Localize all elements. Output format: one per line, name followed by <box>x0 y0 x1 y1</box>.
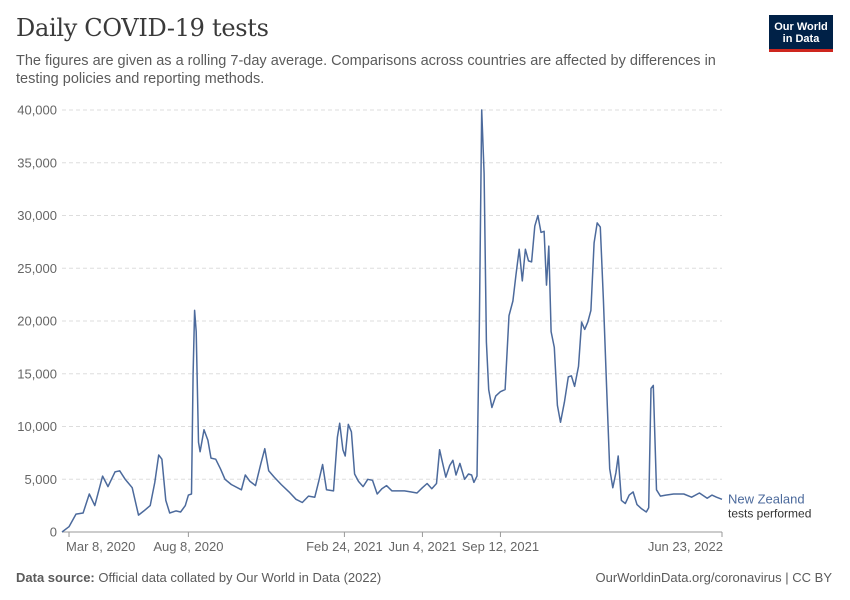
x-tick-label: Feb 24, 2021 <box>306 539 383 554</box>
y-tick-label: 25,000 <box>17 261 57 276</box>
y-tick-label: 5,000 <box>24 472 57 487</box>
series-label-metric: tests performed <box>728 506 811 520</box>
x-axis: Mar 8, 2020 Aug 8, 2020 Feb 24, 2021 Jun 4,… <box>62 531 723 554</box>
y-tick-label: 10,000 <box>17 419 57 434</box>
data-source-text: Official data collated by Our World in D… <box>98 570 382 585</box>
footer-url[interactable]: OurWorldinData.org/coronavirus | CC BY <box>595 570 832 585</box>
y-tick-label: 30,000 <box>17 208 57 223</box>
x-tick-label: Aug 8, 2020 <box>153 539 223 554</box>
y-tick-label: 35,000 <box>17 155 57 170</box>
x-tick-label: Sep 12, 2021 <box>462 539 539 554</box>
x-tick-label: Jun 4, 2021 <box>388 539 456 554</box>
chart-title: Daily COVID-19 tests <box>16 14 269 42</box>
y-tick-label: 20,000 <box>17 314 57 329</box>
series-line-new-zealand <box>61 109 723 533</box>
line-chart: 0 5,000 10,000 15,000 20,000 25,000 30,000 35,0… <box>17 103 811 555</box>
gridlines <box>62 109 722 480</box>
x-tick-label: Mar 8, 2020 <box>66 539 135 554</box>
series-label-name: New Zealand <box>728 491 805 506</box>
y-tick-label: 40,000 <box>17 103 57 118</box>
logo-line-2: in Data <box>782 33 820 45</box>
logo-line-1: Our World <box>774 20 828 33</box>
y-tick-label: 0 <box>50 525 57 540</box>
data-source-label: Data source: <box>16 570 95 585</box>
series-group <box>61 109 723 533</box>
owid-logo[interactable]: Our World in Data <box>769 15 833 52</box>
data-source: Data source: Official data collated by O… <box>16 570 381 585</box>
x-tick-label: Jun 23, 2022 <box>648 539 723 554</box>
chart-subtitle: The figures are given as a rolling 7-day… <box>16 53 716 87</box>
y-tick-label: 15,000 <box>17 366 57 381</box>
y-axis-ticks: 0 5,000 10,000 15,000 20,000 25,000 30,000 35,0… <box>17 103 57 540</box>
